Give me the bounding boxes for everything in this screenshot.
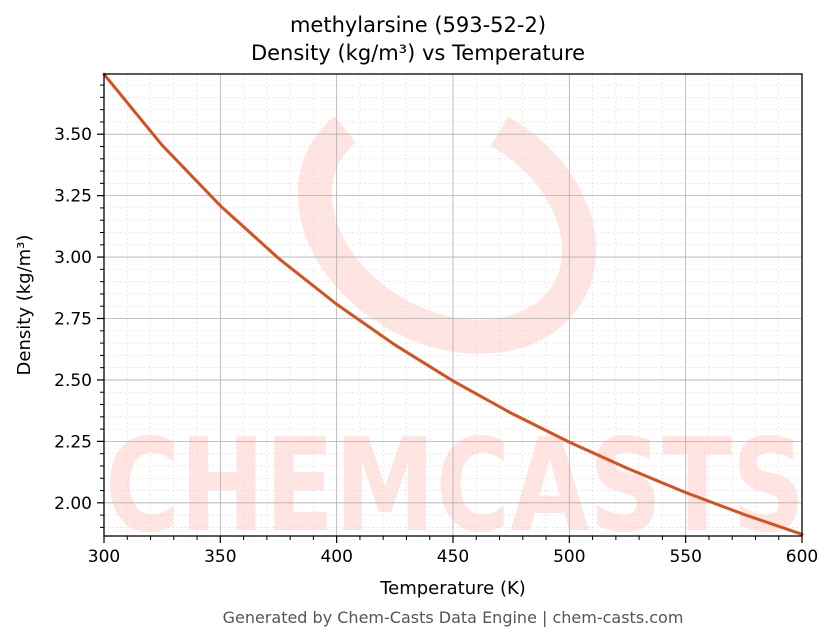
x-tick-label: 600 [786,547,818,567]
axis-ticks [97,84,803,543]
x-tick-label: 350 [204,547,236,567]
x-axis-label: Temperature (K) [379,578,526,599]
x-tick-label: 550 [669,547,701,567]
chart-subtitle: Density (kg/m³) vs Temperature [250,41,586,65]
y-tick-label: 3.50 [54,125,92,145]
y-tick-label: 2.25 [54,432,92,452]
y-tick-label: 2.50 [54,371,92,391]
y-axis-label: Density (kg/m³) [14,235,35,376]
footer-credit: Generated by Chem-Casts Data Engine | ch… [222,608,684,627]
x-tick-label: 300 [88,547,120,567]
y-tick-label: 2.75 [54,310,92,330]
watermark-text: CHEMCASTS [105,412,805,561]
y-tick-label: 3.25 [54,187,92,207]
x-tick-label: 450 [437,547,469,567]
y-tick-label: 3.00 [54,248,92,268]
x-tick-label: 400 [320,547,352,567]
y-tick-label: 2.00 [54,494,92,514]
watermark-logo: CHEMCASTS [105,90,805,561]
tick-labels: 300 350 400 450 500 550 600 2.00 2.25 2.50 2.75 3.0… [54,125,818,567]
chart-title: methylarsine (593-52-2) [289,13,547,37]
data-series [102,72,804,536]
x-tick-label: 500 [553,547,585,567]
series-line-0 [102,72,804,536]
